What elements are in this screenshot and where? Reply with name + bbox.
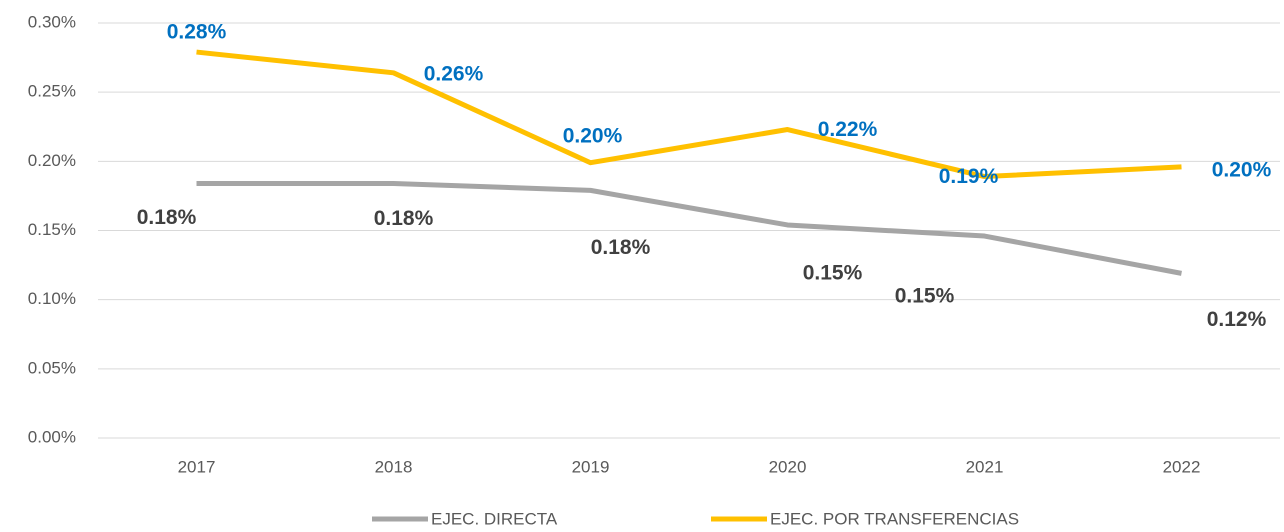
series-line — [196, 180, 1182, 276]
data-label: 0.20% — [1212, 158, 1272, 181]
x-tick-label: 2022 — [1163, 457, 1201, 476]
data-label: 0.12% — [1207, 308, 1267, 331]
series-line — [196, 49, 1182, 180]
y-tick-label: 0.00% — [28, 427, 76, 446]
data-label: 0.22% — [818, 118, 878, 141]
x-tick-label: 2019 — [572, 457, 610, 476]
x-tick-label: 2017 — [178, 457, 216, 476]
data-label: 0.18% — [374, 207, 434, 230]
data-label: 0.20% — [563, 124, 623, 147]
data-label: 0.15% — [803, 262, 863, 285]
legend-label: EJEC. POR TRANSFERENCIAS — [770, 509, 1019, 528]
y-tick-label: 0.05% — [28, 358, 76, 377]
x-tick-label: 2021 — [966, 457, 1004, 476]
legend-label: EJEC. DIRECTA — [431, 509, 558, 528]
data-label: 0.26% — [424, 62, 484, 85]
data-label: 0.19% — [939, 165, 999, 188]
y-tick-label: 0.20% — [28, 151, 76, 170]
data-label: 0.18% — [591, 236, 651, 259]
data-label: 0.28% — [167, 21, 227, 44]
data-label: 0.18% — [137, 206, 197, 229]
y-tick-label: 0.30% — [28, 12, 76, 31]
x-tick-label: 2020 — [769, 457, 807, 476]
y-tick-label: 0.10% — [28, 289, 76, 308]
y-tick-label: 0.15% — [28, 220, 76, 239]
x-tick-label: 2018 — [375, 457, 413, 476]
y-tick-label: 0.25% — [28, 82, 76, 101]
data-label: 0.15% — [895, 285, 955, 308]
